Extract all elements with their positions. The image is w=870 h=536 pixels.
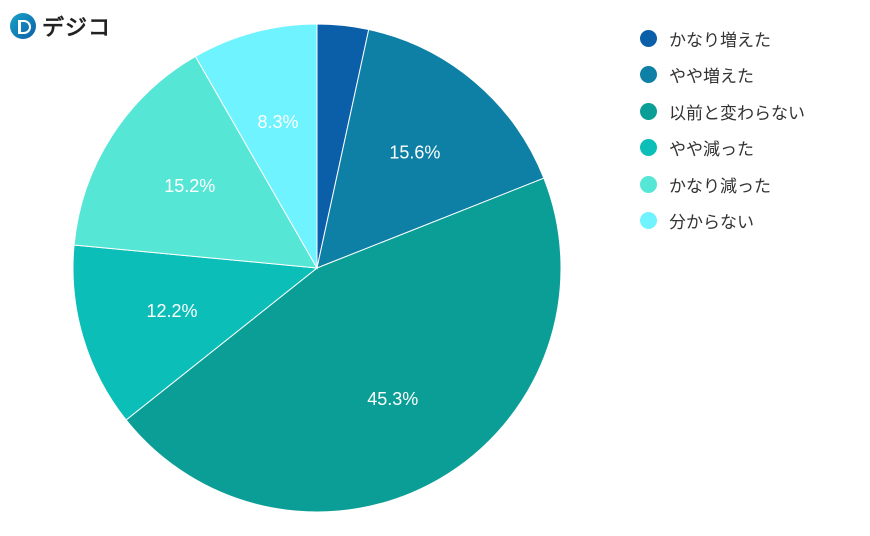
legend-swatch-icon	[640, 175, 657, 193]
legend-swatch-icon	[640, 139, 657, 157]
legend-item: 以前と変わらない	[640, 93, 805, 130]
pie-slice-2	[125, 177, 562, 513]
pie-slice-3	[72, 244, 319, 421]
legend-label: かなり増えた	[669, 30, 771, 51]
legend-label: かなり減った	[669, 176, 771, 197]
legend-label: やや増えた	[669, 67, 754, 88]
pie-slice-5	[194, 23, 318, 270]
logo-text: デジコ	[42, 16, 112, 41]
legend-swatch-icon	[640, 66, 657, 84]
legend-item: かなり減った	[640, 166, 805, 203]
legend-item: やや増えた	[640, 57, 805, 94]
data-label: 15.6%	[389, 143, 440, 163]
pie-slice-1	[316, 28, 545, 269]
data-label: 15.2%	[164, 176, 215, 196]
data-label: 8.3%	[257, 112, 298, 132]
legend-swatch-icon	[640, 102, 657, 120]
legend-item: 分からない	[640, 203, 805, 240]
legend-label: やや減った	[669, 140, 754, 161]
legend-swatch-icon	[640, 212, 657, 230]
legend: かなり増えた やや増えた以前と変わらない やや減ったかなり減った 分からない	[640, 20, 805, 239]
legend-swatch-icon	[640, 29, 657, 47]
legend-label: 以前と変わらない	[669, 103, 805, 124]
logo-icon	[10, 13, 36, 39]
logo: デジコ	[10, 10, 111, 42]
pie-slice-4	[73, 55, 318, 269]
data-label: 45.3%	[367, 389, 418, 409]
legend-label: 分からない	[669, 213, 754, 234]
data-label: 12.2%	[146, 301, 197, 321]
legend-item: やや減った	[640, 130, 805, 167]
legend-item: かなり増えた	[640, 20, 805, 57]
